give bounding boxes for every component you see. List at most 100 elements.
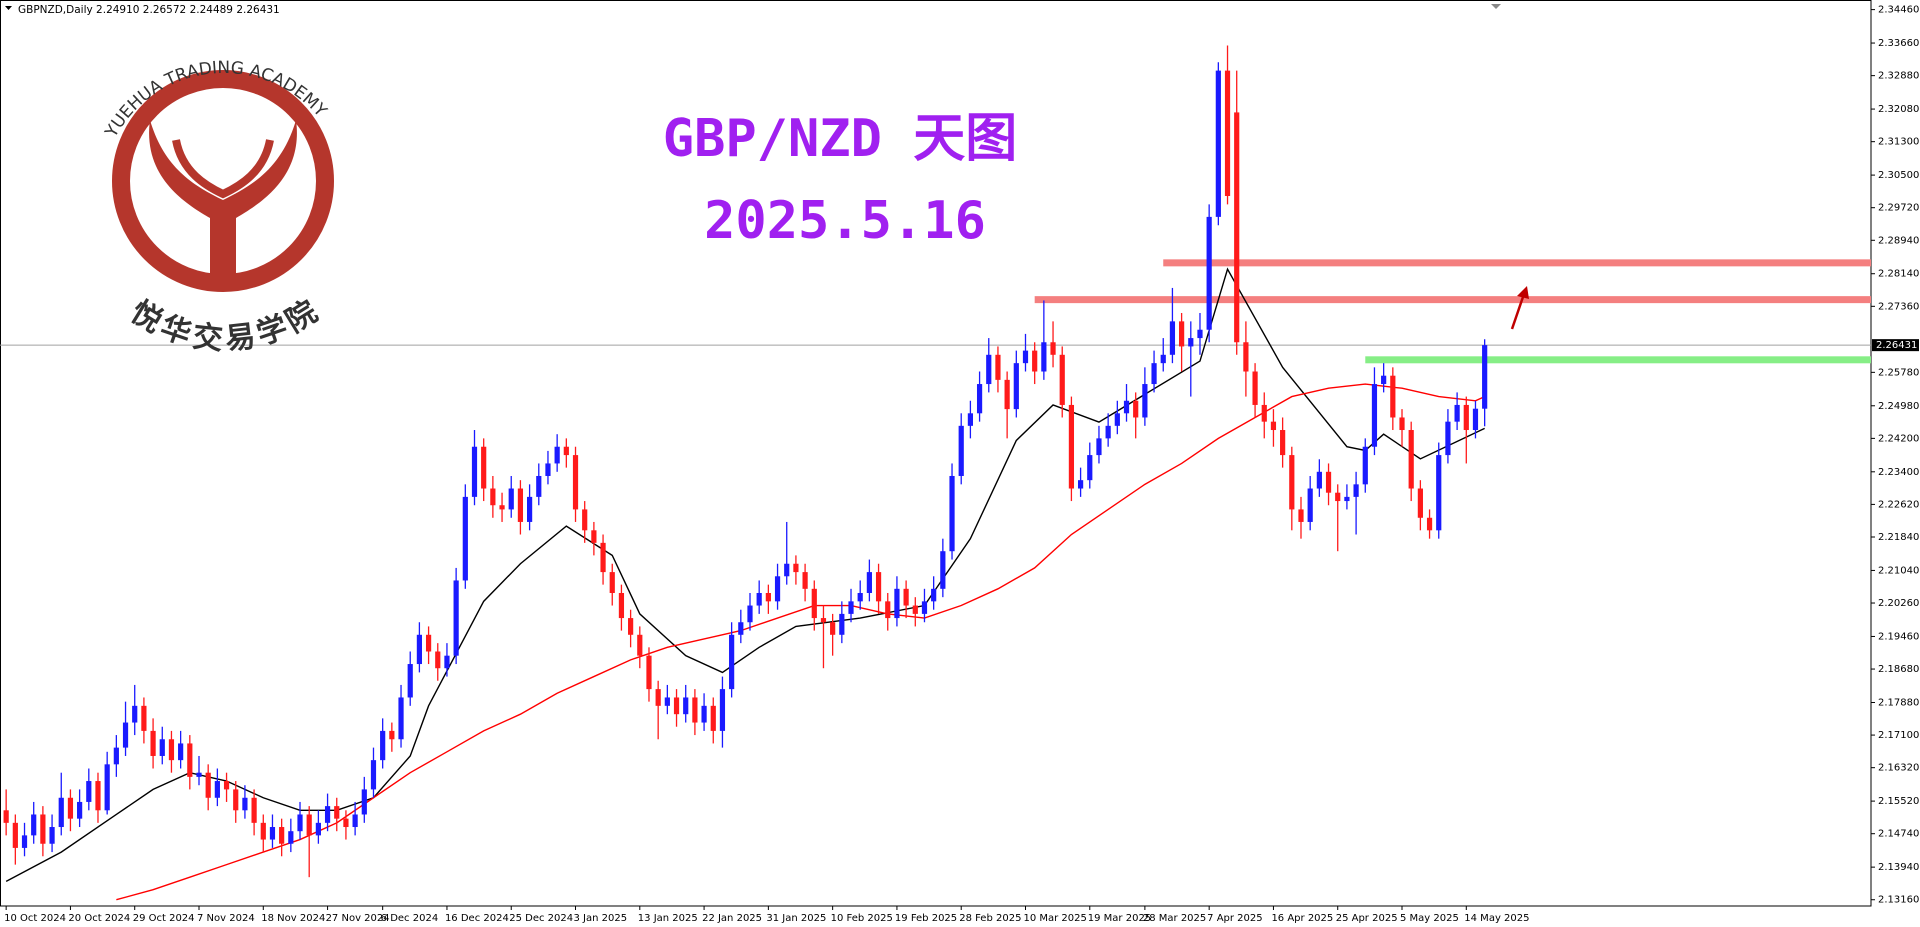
candle-body [830,622,836,635]
x-tick-label: 18 Nov 2024 [261,913,325,924]
candle-body [113,747,119,765]
candle-body [563,446,569,456]
candle-body [1325,471,1332,493]
candle-body [297,814,303,832]
candle-body [462,496,468,581]
candle-body [875,572,882,602]
candle-body [352,814,358,828]
candle-body [1454,404,1460,422]
candle-body [1077,480,1084,489]
x-tick-label: 19 Feb 2025 [895,913,957,924]
candle-body [1004,379,1010,410]
y-tick-label: 2.16320 [1878,763,1919,774]
candle-body [1096,438,1102,456]
candle-body [1087,455,1093,481]
y-tick-label: 2.31300 [1878,137,1919,148]
candle-body [1041,342,1047,372]
candle-body [1270,421,1277,431]
candle-body [490,488,496,506]
candle-body [784,563,790,577]
candle-body [132,705,138,723]
candle-body [609,572,615,593]
candle-body [1179,321,1185,347]
candle-body [279,827,285,844]
candle-body [1133,400,1139,418]
candle-body [848,601,854,614]
y-tick-label: 2.28140 [1878,269,1919,280]
candle-body [1114,413,1120,426]
candle-body [159,739,165,756]
candle-body [95,781,101,811]
candle-body [894,588,900,619]
y-tick-label: 2.15520 [1878,796,1919,807]
candle-body [673,697,680,715]
candle-body [582,509,588,531]
candle-body [710,705,716,731]
candle-body [1022,350,1029,364]
candle-body [444,655,450,669]
candle-body [306,814,312,836]
x-tick-label: 6 Dec 2024 [381,913,439,924]
candle-body [554,446,560,464]
y-tick-label: 2.30500 [1878,170,1919,181]
candle-body [481,446,487,489]
candle-body [1160,354,1166,364]
candle-body [1105,425,1111,439]
candle-body [940,551,946,589]
candle-body [205,772,211,798]
candle-body [1463,404,1469,431]
x-tick-label: 14 May 2025 [1464,913,1529,924]
candle-body [839,613,845,635]
candle-body [1188,338,1194,347]
candle-body [545,463,551,476]
candle-body [1032,350,1038,372]
y-tick-label: 2.23400 [1878,467,1919,478]
candle-body [435,651,441,669]
candle-body [324,806,331,823]
candle-body [1381,375,1387,385]
candle-body [242,797,248,811]
candle-body [1224,70,1231,196]
y-tick-label: 2.34460 [1878,5,1919,16]
candle-body [646,655,652,690]
candle-body [912,605,918,614]
x-tick-label: 20 Oct 2024 [68,913,130,924]
candle-body [1280,430,1286,456]
candle-body [793,563,799,573]
axes: 2.34460 2.33660 2.32880 2.32080 2.31300 2.305… [4,5,1919,924]
y-tick-label: 2.22620 [1878,499,1919,510]
x-tick-label: 28 Mar 2025 [1143,913,1206,924]
candle-body [1068,404,1075,489]
x-tick-label: 7 Nov 2024 [197,913,255,924]
y-tick-label: 2.13940 [1878,862,1919,873]
candle-body [1482,345,1488,409]
candle-body [223,781,230,790]
candle-body [1445,421,1451,456]
candle-body [425,634,432,652]
moving-average [5,267,1485,882]
candle-body [921,601,928,614]
y-tick-label: 2.17880 [1878,697,1919,708]
candle-body [664,697,670,706]
chart-title: GBP/NZD 天图 [663,109,1017,169]
candle-body [526,496,533,522]
candles [3,45,1488,878]
x-tick-label: 22 Jan 2025 [702,913,762,924]
x-tick-label: 13 Jan 2025 [638,913,698,924]
candle-body [683,697,689,715]
candle-body [1335,492,1341,502]
shift-marker [1491,4,1501,9]
logo-mark-inner [172,139,274,199]
candle-body [1215,70,1221,217]
level-band [1365,356,1871,364]
candle-body [802,572,808,589]
candle-body [77,801,83,819]
arrow [1510,286,1529,330]
candle-body [1243,342,1249,372]
candle-body [196,772,202,777]
candle-body [58,797,64,828]
y-tick-label: 2.14740 [1878,829,1919,840]
candle-body [214,781,220,798]
levels [0,259,1871,364]
